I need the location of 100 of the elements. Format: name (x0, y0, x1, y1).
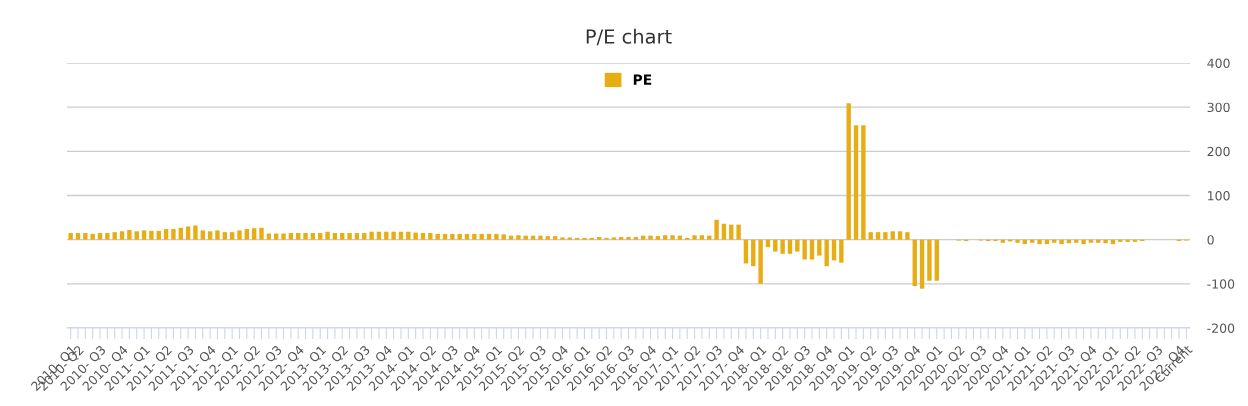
bar (171, 229, 176, 240)
bar (325, 231, 330, 240)
bar (890, 231, 895, 240)
bar (391, 231, 396, 240)
bar (376, 231, 382, 240)
bar (244, 229, 250, 240)
bar (340, 233, 345, 240)
bar (787, 239, 793, 254)
bar (736, 224, 741, 240)
y-tick-label: -100 (1207, 279, 1235, 289)
bar (633, 237, 639, 240)
bar (883, 232, 888, 240)
bar (758, 239, 763, 284)
bar (259, 227, 264, 240)
bar (729, 224, 734, 240)
bar (875, 232, 881, 240)
bar (538, 235, 543, 240)
bar (846, 103, 851, 240)
bar (853, 125, 859, 240)
bar (193, 225, 198, 240)
bar (1125, 239, 1130, 242)
bar (237, 230, 242, 240)
bar (127, 229, 132, 240)
bar (428, 233, 433, 240)
bar (156, 230, 161, 240)
bar (354, 233, 360, 240)
bar (1059, 239, 1064, 245)
bar (927, 239, 932, 281)
bar (369, 231, 374, 240)
bar (861, 125, 866, 240)
bar (626, 237, 631, 240)
bar (200, 230, 205, 240)
bar (442, 233, 448, 240)
bar (134, 231, 139, 240)
bar (450, 233, 455, 240)
bar (141, 230, 147, 240)
bar (618, 237, 624, 240)
y-tick-label: 200 (1207, 146, 1230, 157)
bar (773, 239, 778, 252)
bar (384, 231, 389, 240)
legend-label: PE (633, 74, 652, 85)
bar (817, 239, 822, 256)
bar (68, 233, 73, 240)
y-tick-label: 100 (1208, 190, 1230, 201)
bar (413, 232, 418, 240)
bar (229, 232, 235, 240)
bar (919, 239, 925, 289)
bar (178, 227, 183, 240)
bar (215, 230, 220, 240)
bar (163, 229, 169, 240)
bar (105, 233, 110, 240)
bar (611, 237, 617, 240)
bar (501, 234, 506, 240)
bar (663, 235, 668, 240)
bar (75, 233, 81, 240)
bar (560, 237, 565, 240)
bar (486, 233, 492, 240)
bar (596, 237, 602, 240)
bar (934, 239, 939, 281)
bar (743, 239, 749, 264)
bar (281, 233, 286, 240)
bar (398, 231, 404, 240)
bar (1037, 239, 1042, 245)
bar (251, 228, 257, 240)
bar (905, 232, 910, 240)
bar (516, 235, 521, 240)
bar (567, 237, 572, 240)
bar (112, 232, 117, 240)
bar (824, 239, 829, 267)
bar (435, 233, 440, 240)
bar (222, 232, 228, 240)
bar (670, 235, 675, 240)
y-tick-label: 400 (1207, 58, 1230, 68)
bar (897, 231, 903, 240)
bar (464, 233, 470, 240)
y-tick-label: 300 (1207, 102, 1230, 113)
bar (648, 235, 653, 240)
bar (545, 236, 550, 240)
bar (839, 239, 844, 263)
bar (347, 233, 352, 240)
bar (119, 231, 125, 240)
bar (207, 231, 213, 240)
y-tick-label: 0 (1207, 235, 1214, 245)
bar (83, 233, 88, 240)
bar (1103, 239, 1108, 244)
bar (288, 233, 294, 240)
bar (406, 231, 411, 240)
bar (266, 233, 272, 240)
bar (692, 235, 697, 240)
bar (552, 236, 558, 240)
bar (472, 233, 477, 240)
bar (655, 236, 661, 240)
bar (185, 226, 191, 240)
bar (780, 239, 785, 254)
bar (721, 223, 727, 240)
bar (310, 233, 316, 240)
bar (90, 233, 95, 240)
y-tick-label: -200 (1207, 323, 1235, 333)
bar (362, 233, 367, 240)
bar (494, 233, 499, 240)
